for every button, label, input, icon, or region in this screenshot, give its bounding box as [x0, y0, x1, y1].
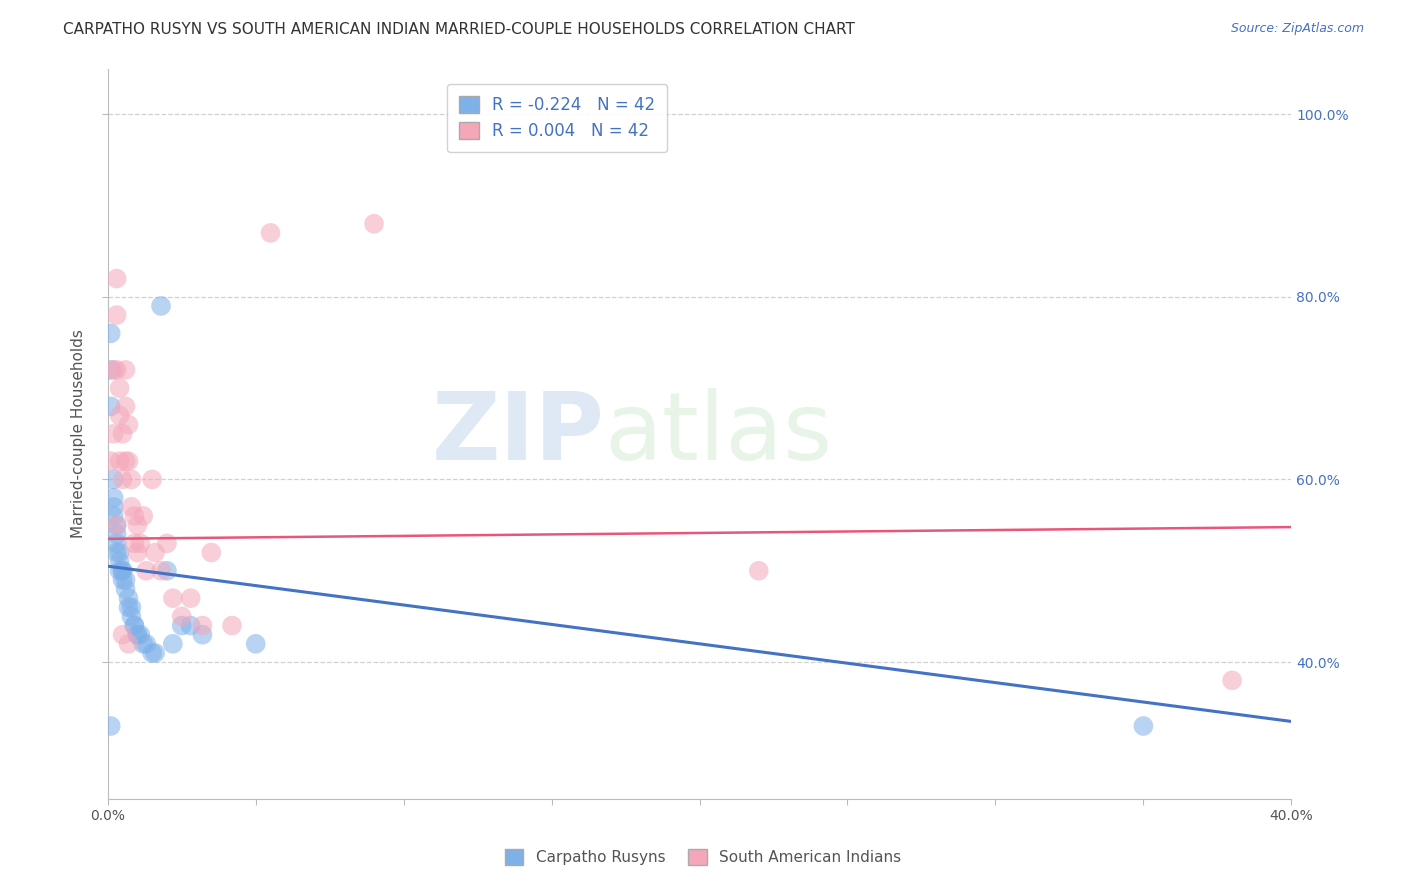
- Point: [105, 308, 128, 322]
- Point: [108, 564, 131, 578]
- Point: [141, 646, 163, 660]
- Point: [114, 573, 136, 587]
- Point: [111, 573, 134, 587]
- Point: [117, 591, 139, 606]
- Text: Source: ZipAtlas.com: Source: ZipAtlas.com: [1230, 22, 1364, 36]
- Point: [100, 454, 122, 468]
- Point: [120, 600, 142, 615]
- Point: [111, 628, 134, 642]
- Point: [1220, 673, 1243, 688]
- Point: [363, 217, 385, 231]
- Legend: Carpatho Rusyns, South American Indians: Carpatho Rusyns, South American Indians: [499, 843, 907, 871]
- Point: [114, 400, 136, 414]
- Point: [124, 536, 146, 550]
- Point: [100, 363, 122, 377]
- Point: [156, 564, 179, 578]
- Point: [105, 271, 128, 285]
- Point: [170, 609, 193, 624]
- Point: [127, 545, 149, 559]
- Text: ZIP: ZIP: [432, 388, 605, 480]
- Text: atlas: atlas: [605, 388, 834, 480]
- Y-axis label: Married-couple Households: Married-couple Households: [72, 329, 86, 538]
- Point: [150, 564, 173, 578]
- Point: [108, 545, 131, 559]
- Point: [100, 719, 122, 733]
- Point: [129, 536, 152, 550]
- Point: [103, 363, 125, 377]
- Point: [100, 400, 122, 414]
- Point: [150, 299, 173, 313]
- Point: [108, 381, 131, 395]
- Point: [103, 426, 125, 441]
- Point: [105, 545, 128, 559]
- Point: [135, 637, 157, 651]
- Point: [103, 473, 125, 487]
- Point: [117, 417, 139, 432]
- Point: [135, 564, 157, 578]
- Point: [111, 426, 134, 441]
- Point: [245, 637, 267, 651]
- Point: [105, 536, 128, 550]
- Point: [117, 637, 139, 651]
- Legend: R = -0.224   N = 42, R = 0.004   N = 42: R = -0.224 N = 42, R = 0.004 N = 42: [447, 84, 668, 153]
- Point: [156, 536, 179, 550]
- Point: [127, 628, 149, 642]
- Point: [103, 500, 125, 514]
- Point: [200, 545, 222, 559]
- Point: [1132, 719, 1154, 733]
- Point: [105, 518, 128, 533]
- Point: [114, 454, 136, 468]
- Point: [108, 555, 131, 569]
- Point: [117, 600, 139, 615]
- Point: [111, 564, 134, 578]
- Point: [105, 363, 128, 377]
- Point: [132, 637, 155, 651]
- Point: [120, 473, 142, 487]
- Point: [162, 591, 184, 606]
- Point: [120, 609, 142, 624]
- Point: [114, 363, 136, 377]
- Point: [162, 637, 184, 651]
- Text: CARPATHO RUSYN VS SOUTH AMERICAN INDIAN MARRIED-COUPLE HOUSEHOLDS CORRELATION CH: CARPATHO RUSYN VS SOUTH AMERICAN INDIAN …: [63, 22, 855, 37]
- Point: [111, 473, 134, 487]
- Point: [221, 618, 243, 632]
- Point: [132, 508, 155, 523]
- Point: [114, 582, 136, 596]
- Point: [129, 628, 152, 642]
- Point: [108, 409, 131, 423]
- Point: [111, 564, 134, 578]
- Point: [180, 591, 202, 606]
- Point: [748, 564, 770, 578]
- Point: [180, 618, 202, 632]
- Point: [259, 226, 281, 240]
- Point: [124, 618, 146, 632]
- Point: [127, 628, 149, 642]
- Point: [120, 500, 142, 514]
- Point: [143, 646, 166, 660]
- Point: [191, 628, 214, 642]
- Point: [143, 545, 166, 559]
- Point: [124, 618, 146, 632]
- Point: [191, 618, 214, 632]
- Point: [103, 491, 125, 505]
- Point: [117, 454, 139, 468]
- Point: [170, 618, 193, 632]
- Point: [105, 527, 128, 541]
- Point: [100, 326, 122, 341]
- Point: [103, 508, 125, 523]
- Point: [124, 508, 146, 523]
- Point: [108, 454, 131, 468]
- Point: [141, 473, 163, 487]
- Point: [127, 518, 149, 533]
- Point: [105, 518, 128, 533]
